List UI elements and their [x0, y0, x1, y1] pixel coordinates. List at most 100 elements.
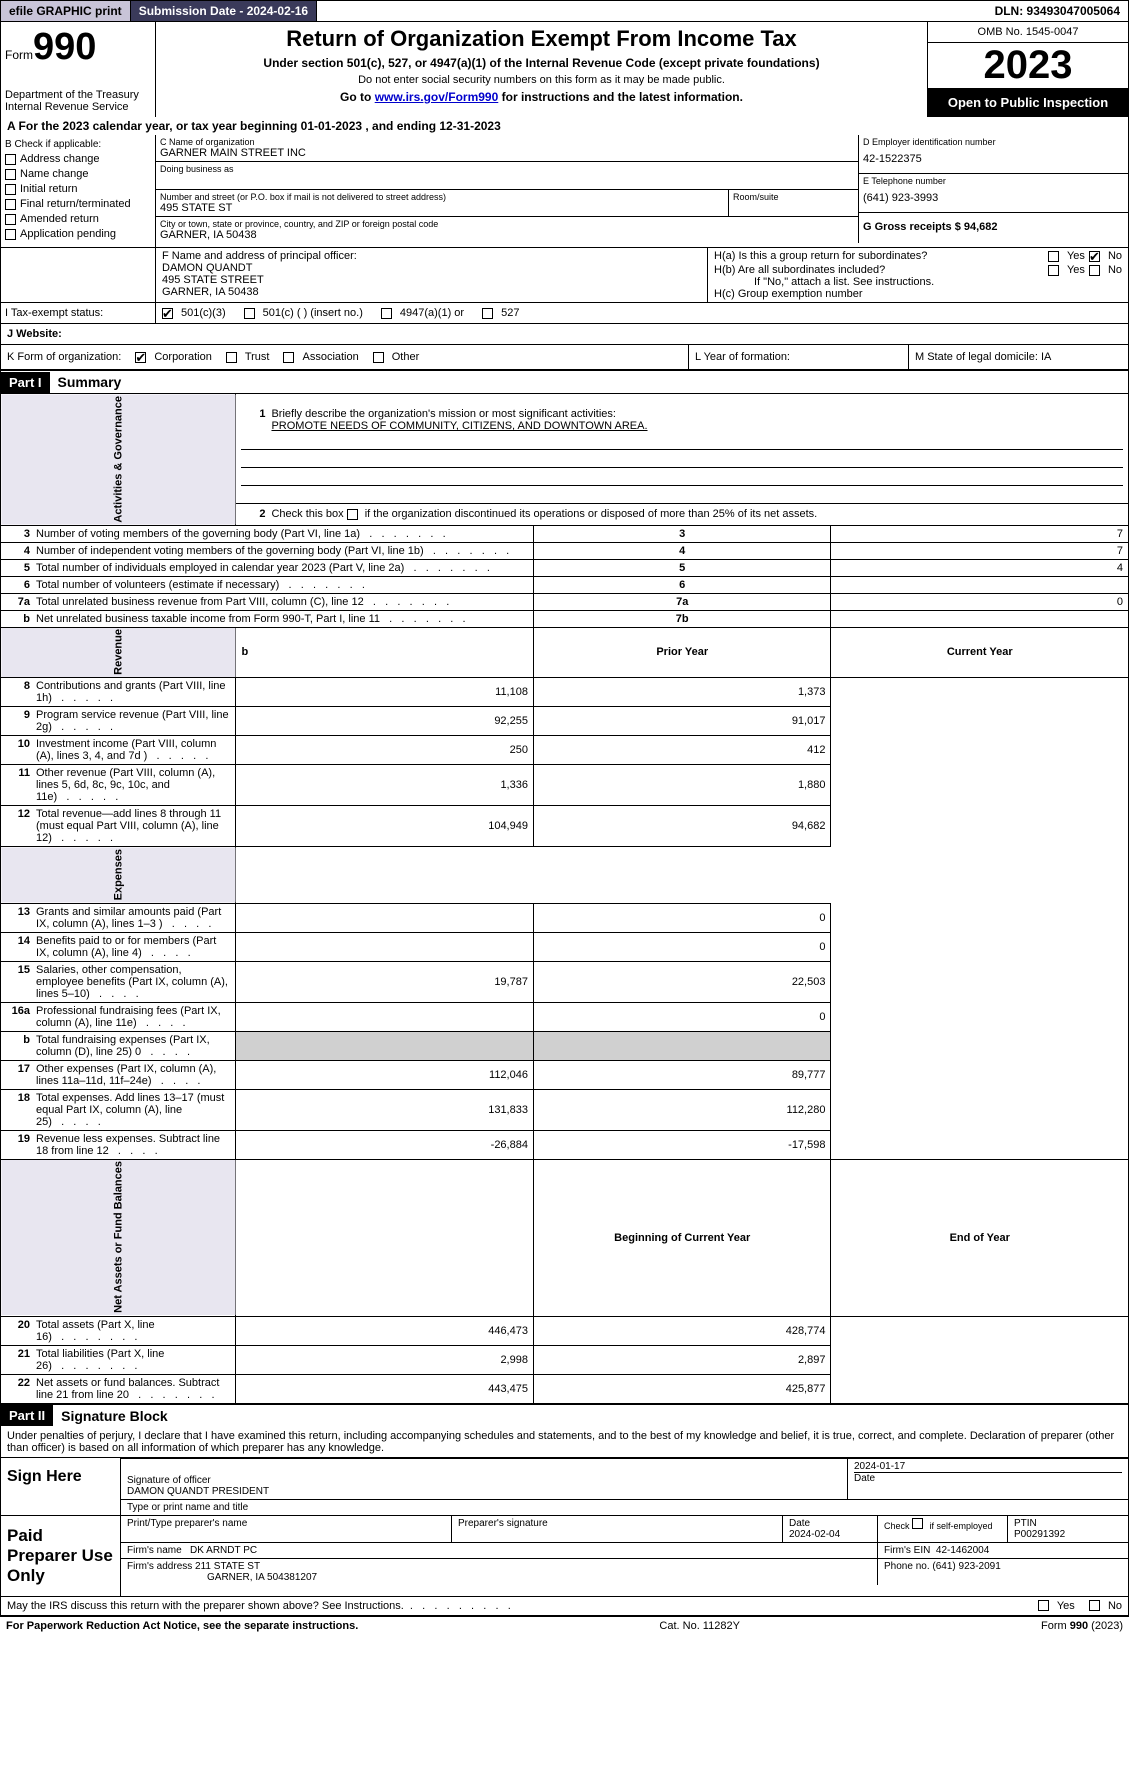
line-desc: Number of voting members of the governin… [36, 528, 528, 540]
end-value: 2,897 [533, 1345, 831, 1374]
prior-value: -26,884 [236, 1130, 534, 1159]
discuss-no[interactable] [1089, 1600, 1100, 1611]
prior-value: 19,787 [236, 961, 534, 1002]
b-check-label: Address change [20, 153, 100, 165]
b-check-label: Initial return [20, 183, 77, 195]
open-inspection: Open to Public Inspection [928, 88, 1128, 117]
current-value: 1,373 [533, 678, 831, 707]
city-value: GARNER, IA 50438 [160, 229, 854, 241]
gov-value [831, 576, 1129, 593]
officer-addr2: GARNER, IA 50438 [162, 286, 701, 298]
sign-here-label: Sign Here [1, 1458, 121, 1515]
col-end: End of Year [831, 1159, 1129, 1316]
line-desc: Total liabilities (Part X, line 26) . . … [36, 1348, 230, 1372]
instructions-line: Go to www.irs.gov/Form990 for instructio… [164, 90, 919, 104]
line2-text: Check this box if the organization disco… [271, 508, 817, 520]
efile-button[interactable]: efile GRAPHIC print [1, 1, 131, 21]
part2-header: Part II [1, 1405, 53, 1426]
prior-value: 1,336 [236, 765, 534, 806]
line-desc: Program service revenue (Part VIII, line… [36, 709, 230, 733]
line1-label: Briefly describe the organization's miss… [271, 408, 615, 420]
line-desc: Benefits paid to or for members (Part IX… [36, 935, 230, 959]
firm-phone: (641) 923-2091 [932, 1561, 1000, 1572]
mission-text: PROMOTE NEEDS OF COMMUNITY, CITIZENS, AN… [241, 420, 1123, 432]
ha-no-check[interactable] [1089, 251, 1100, 262]
hb-yes-check[interactable] [1048, 265, 1059, 276]
b-check[interactable] [5, 169, 16, 180]
gov-value: 7 [831, 525, 1129, 542]
line-desc: Total fundraising expenses (Part IX, col… [36, 1034, 230, 1058]
prior-value [236, 903, 534, 932]
b-check-label: Final return/terminated [20, 198, 131, 210]
part1-title: Summary [50, 371, 130, 393]
line-desc: Total expenses. Add lines 13–17 (must eq… [36, 1092, 230, 1128]
b-check-label: Name change [20, 168, 89, 180]
ha-yes-check[interactable] [1048, 251, 1059, 262]
line-desc: Total assets (Part X, line 16) . . . . .… [36, 1319, 230, 1343]
501c3-check[interactable] [162, 308, 173, 319]
prior-value: 112,046 [236, 1060, 534, 1089]
assoc-check[interactable] [283, 352, 294, 363]
form-header: Form990 Department of the Treasury Inter… [0, 22, 1129, 117]
section-b-label: B Check if applicable: [5, 139, 151, 150]
omb-number: OMB No. 1545-0047 [928, 22, 1128, 43]
officer-label: F Name and address of principal officer: [162, 250, 701, 262]
firm-city: GARNER, IA 504381207 [127, 1572, 871, 1583]
self-emp-check[interactable] [912, 1518, 923, 1529]
part2-title: Signature Block [53, 1405, 176, 1427]
line-desc: Salaries, other compensation, employee b… [36, 964, 230, 1000]
b-check-label: Application pending [20, 228, 116, 240]
end-value: 425,877 [533, 1374, 831, 1403]
prior-value: 131,833 [236, 1089, 534, 1130]
form-word: Form [5, 48, 33, 62]
ha-label: H(a) Is this a group return for subordin… [714, 250, 927, 262]
current-value: 94,682 [533, 806, 831, 847]
form-footer: Form 990 (2023) [1041, 1620, 1123, 1632]
discuss-yes[interactable] [1038, 1600, 1049, 1611]
col-prior: Prior Year [533, 627, 831, 678]
line-desc: Investment income (Part VIII, column (A)… [36, 738, 230, 762]
officer-name: DAMON QUANDT [162, 262, 701, 274]
firm-ein: 42-1462004 [936, 1545, 989, 1556]
b-check[interactable] [5, 199, 16, 210]
topbar: efile GRAPHIC print Submission Date - 20… [0, 0, 1129, 22]
begin-value: 2,998 [236, 1345, 534, 1374]
gov-value: 7 [831, 542, 1129, 559]
corp-check[interactable] [135, 352, 146, 363]
city-label: City or town, state or province, country… [160, 219, 854, 229]
b-check[interactable] [5, 229, 16, 240]
b-check[interactable] [5, 214, 16, 225]
4947-check[interactable] [381, 308, 392, 319]
irs-link[interactable]: www.irs.gov/Form990 [375, 90, 499, 104]
current-value: -17,598 [533, 1130, 831, 1159]
b-check[interactable] [5, 184, 16, 195]
501c-check[interactable] [244, 308, 255, 319]
current-value: 22,503 [533, 961, 831, 1002]
cat-no: Cat. No. 11282Y [659, 1620, 740, 1632]
begin-value: 443,475 [236, 1374, 534, 1403]
gov-value [831, 610, 1129, 627]
gov-value: 0 [831, 593, 1129, 610]
b-check[interactable] [5, 154, 16, 165]
current-value: 89,777 [533, 1060, 831, 1089]
sig-date-label: Date [854, 1473, 1122, 1484]
phone-label: E Telephone number [863, 176, 1124, 186]
irs-discuss: May the IRS discuss this return with the… [7, 1600, 404, 1612]
other-check[interactable] [373, 352, 384, 363]
current-value: 0 [533, 903, 831, 932]
527-check[interactable] [482, 308, 493, 319]
room-label: Room/suite [733, 192, 854, 202]
hb-no-check[interactable] [1089, 265, 1100, 276]
gross-receipts: G Gross receipts $ 94,682 [863, 215, 1124, 239]
org-name-label: C Name of organization [160, 137, 854, 147]
officer-addr1: 495 STATE STREET [162, 274, 701, 286]
line2-check[interactable] [347, 509, 358, 520]
current-value: 0 [533, 1002, 831, 1031]
trust-check[interactable] [226, 352, 237, 363]
tax-exempt-label: I Tax-exempt status: [1, 303, 156, 323]
line-desc: Total number of individuals employed in … [36, 562, 528, 574]
form-number: 990 [33, 26, 96, 68]
hb-note: If "No," attach a list. See instructions… [714, 276, 1122, 288]
b-check-label: Amended return [20, 213, 99, 225]
dba-label: Doing business as [160, 164, 854, 174]
